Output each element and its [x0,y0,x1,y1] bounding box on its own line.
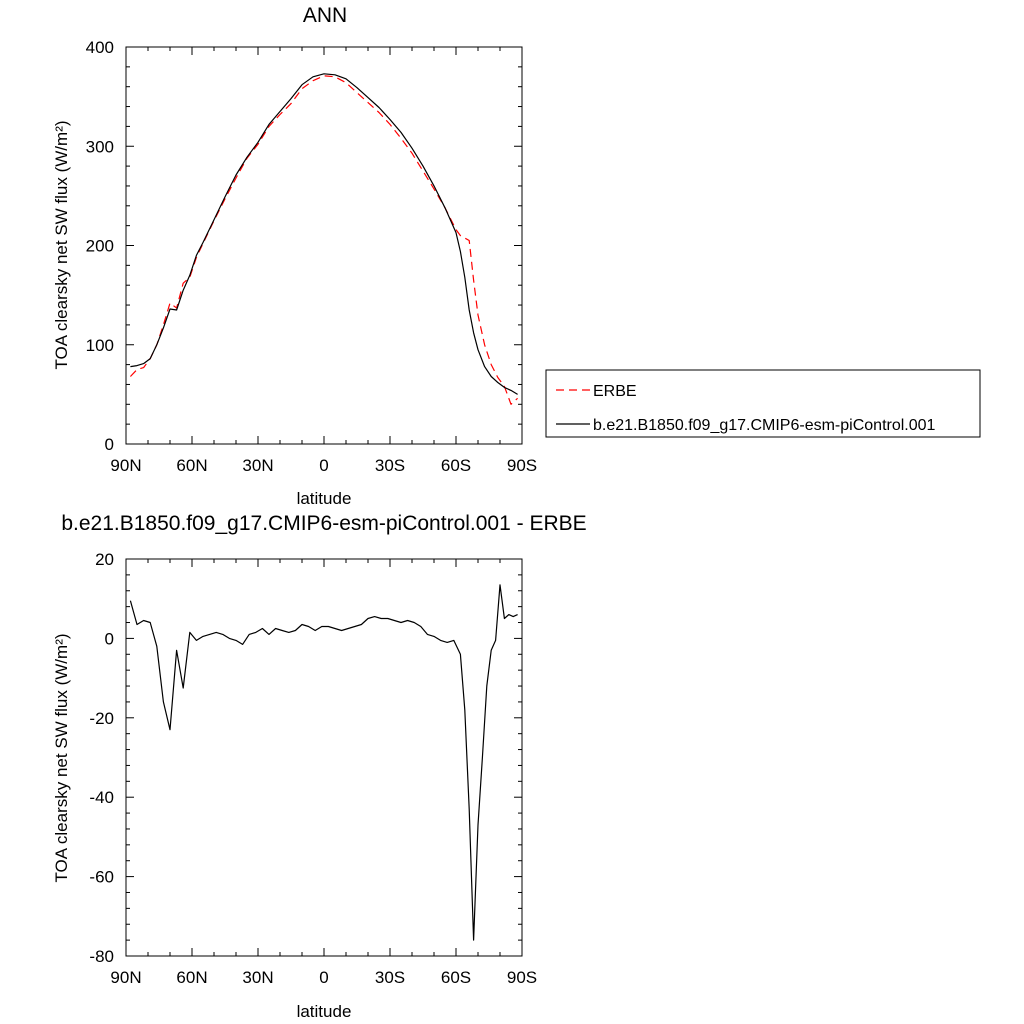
difference-y-tick-label: -60 [89,868,114,887]
flux-y-tick-label: 200 [86,237,114,256]
flux-panel: ANN 90N 60N 30N 0 30S 60S 90S 0 100 200 300 400 lat… [52,4,537,508]
legend-frame [545,369,981,438]
flux-x-tick-label: 60S [441,456,471,475]
difference-y-tick-label: -40 [89,788,114,807]
flux-x-tick-label: 90S [507,456,537,475]
difference-y-tick-label: 20 [95,550,114,569]
flux-y-tick-label: 300 [86,137,114,156]
legend: ERBE b.e21.B1850.f09_g17.CMIP6-esm-piCon… [545,369,981,438]
difference-axis-ticks: 90N 60N 30N 0 30S 60S 90S -80 -60 -40 -20 0 20 [89,550,537,987]
flux-x-axis-label: latitude [297,489,352,508]
flux-x-tick-label: 60N [176,456,207,475]
difference-x-axis-label: latitude [297,1002,352,1021]
difference-x-tick-label: 30S [375,968,405,987]
difference-y-tick-label: 0 [105,629,114,648]
flux-x-tick-label: 90N [110,456,141,475]
flux-x-tick-label: 0 [319,456,328,475]
flux-series-line-model [130,73,518,395]
flux-y-tick-label: 0 [105,435,114,454]
difference-plot-frame [125,558,523,957]
difference-y-axis-label: TOA clearsky net SW flux (W/m²) [52,633,71,882]
difference-series-group [129,584,518,941]
difference-x-tick-label: 90N [110,968,141,987]
flux-axis-ticks: 90N 60N 30N 0 30S 60S 90S 0 100 200 300 400 [86,38,538,475]
flux-series-group [129,73,519,405]
difference-x-tick-label: 0 [319,968,328,987]
flux-y-axis-label: TOA clearsky net SW flux (W/m²) [52,120,71,369]
flux-x-tick-label: 30S [375,456,405,475]
legend-label-erbe: ERBE [593,383,637,400]
flux-x-tick-label: 30N [242,456,273,475]
difference-x-tick-label: 30N [242,968,273,987]
flux-plot-frame [125,46,523,445]
difference-y-tick-label: -80 [89,947,114,966]
flux-y-tick-label: 100 [86,336,114,355]
difference-panel: b.e21.B1850.f09_g17.CMIP6-esm-piControl.… [52,512,587,1021]
flux-y-tick-label: 400 [86,38,114,57]
difference-series-line-model [129,584,518,941]
flux-title: ANN [303,4,347,27]
flux-series-line-erbe [129,75,519,405]
difference-x-tick-label: 90S [507,968,537,987]
difference-x-tick-label: 60N [176,968,207,987]
difference-title: b.e21.B1850.f09_g17.CMIP6-esm-piControl.… [61,512,586,535]
difference-y-tick-label: -20 [89,709,114,728]
difference-x-tick-label: 60S [441,968,471,987]
legend-label-model: b.e21.B1850.f09_g17.CMIP6-esm-piControl.… [593,417,936,434]
